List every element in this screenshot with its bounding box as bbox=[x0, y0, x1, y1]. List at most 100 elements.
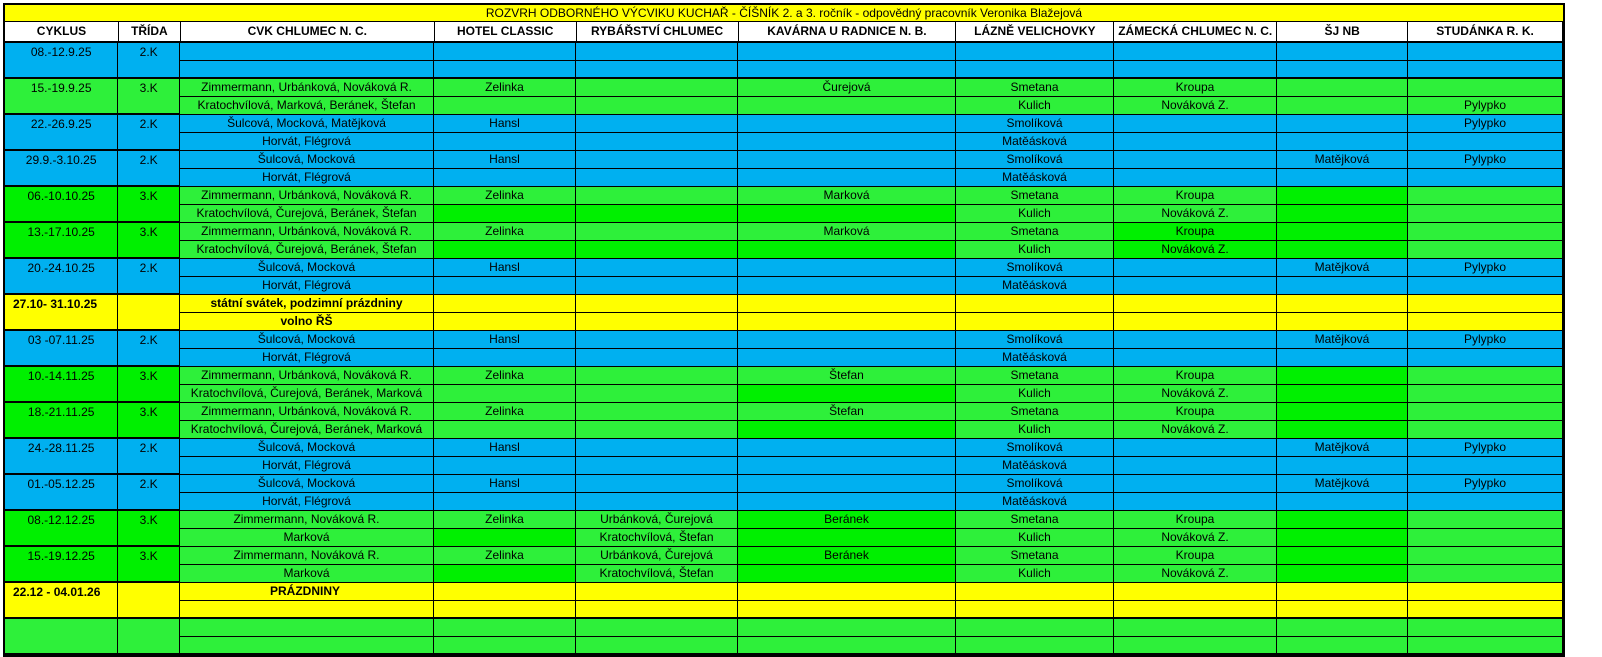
cyklus-cell[interactable]: 03 -07.11.25 bbox=[5, 331, 119, 365]
cell-stud-nka-r-k-[interactable] bbox=[1408, 583, 1563, 600]
cell-cvk-chlumec-n-c-[interactable]: Šulcová, Mocková, Matějková bbox=[180, 115, 434, 132]
cell-kav-rna-u-radnice-n-b-[interactable] bbox=[738, 349, 956, 366]
cell-z-meck-chlumec-n-c-[interactable]: Kroupa bbox=[1114, 223, 1277, 240]
cell-cvk-chlumec-n-c-[interactable]: volno ŘŠ bbox=[180, 313, 434, 330]
cell--j-nb[interactable]: Matějková bbox=[1277, 475, 1408, 492]
cell-hotel-classic[interactable]: Hansl bbox=[434, 115, 576, 132]
cell--j-nb[interactable] bbox=[1277, 636, 1408, 653]
cell-stud-nka-r-k-[interactable] bbox=[1408, 511, 1563, 528]
cell-kav-rna-u-radnice-n-b-[interactable] bbox=[738, 601, 956, 617]
cell-hotel-classic[interactable] bbox=[434, 493, 576, 510]
cell-stud-nka-r-k-[interactable] bbox=[1408, 493, 1563, 510]
cell-ryb-stv-chlumec[interactable] bbox=[576, 385, 738, 402]
cell-hotel-classic[interactable] bbox=[434, 133, 576, 150]
cell-l-zn-velichovky[interactable]: Smolíková bbox=[956, 259, 1114, 276]
cell-ryb-stv-chlumec[interactable] bbox=[576, 97, 738, 114]
cell-kav-rna-u-radnice-n-b-[interactable] bbox=[738, 439, 956, 456]
cell-z-meck-chlumec-n-c-[interactable] bbox=[1114, 313, 1277, 330]
cell-hotel-classic[interactable] bbox=[434, 349, 576, 366]
cell-cvk-chlumec-n-c-[interactable]: Kratochvílová, Marková, Beránek, Štefan bbox=[180, 97, 434, 114]
cell-stud-nka-r-k-[interactable] bbox=[1408, 313, 1563, 330]
cell-l-zn-velichovky[interactable]: Smolíková bbox=[956, 151, 1114, 168]
column-header[interactable]: LÁZNĚ VELICHOVKY bbox=[956, 22, 1115, 41]
cell-l-zn-velichovky[interactable]: Matěásková bbox=[956, 277, 1114, 294]
cell-z-meck-chlumec-n-c-[interactable] bbox=[1114, 43, 1277, 60]
cell--j-nb[interactable] bbox=[1277, 97, 1408, 114]
cell-cvk-chlumec-n-c-[interactable]: Zimmermann, Urbánková, Nováková R. bbox=[180, 187, 434, 204]
cell--j-nb[interactable] bbox=[1277, 385, 1408, 402]
cell-kav-rna-u-radnice-n-b-[interactable] bbox=[738, 583, 956, 600]
cell-cvk-chlumec-n-c-[interactable]: Horvát, Flégrová bbox=[180, 133, 434, 150]
cell-ryb-stv-chlumec[interactable] bbox=[576, 79, 738, 96]
cell-hotel-classic[interactable] bbox=[434, 241, 576, 258]
cell-cvk-chlumec-n-c-[interactable]: Horvát, Flégrová bbox=[180, 277, 434, 294]
cell-cvk-chlumec-n-c-[interactable]: Šulcová, Mocková bbox=[180, 259, 434, 276]
cell--j-nb[interactable] bbox=[1277, 277, 1408, 294]
cell--j-nb[interactable]: Matějková bbox=[1277, 259, 1408, 276]
cell-hotel-classic[interactable]: Zelinka bbox=[434, 367, 576, 384]
cell-hotel-classic[interactable]: Hansl bbox=[434, 439, 576, 456]
cell-l-zn-velichovky[interactable] bbox=[956, 636, 1114, 653]
cell-l-zn-velichovky[interactable]: Smolíková bbox=[956, 439, 1114, 456]
cell-kav-rna-u-radnice-n-b-[interactable] bbox=[738, 475, 956, 492]
cell-ryb-stv-chlumec[interactable] bbox=[576, 313, 738, 330]
cell-l-zn-velichovky[interactable]: Matěásková bbox=[956, 133, 1114, 150]
cell-z-meck-chlumec-n-c-[interactable]: Kroupa bbox=[1114, 79, 1277, 96]
cell-z-meck-chlumec-n-c-[interactable]: Kroupa bbox=[1114, 187, 1277, 204]
cell-z-meck-chlumec-n-c-[interactable]: Kroupa bbox=[1114, 367, 1277, 384]
cell-z-meck-chlumec-n-c-[interactable] bbox=[1114, 295, 1277, 312]
cell-kav-rna-u-radnice-n-b-[interactable]: Beránek bbox=[738, 547, 956, 564]
cell-ryb-stv-chlumec[interactable] bbox=[576, 295, 738, 312]
cell-z-meck-chlumec-n-c-[interactable] bbox=[1114, 349, 1277, 366]
cell--j-nb[interactable] bbox=[1277, 511, 1408, 528]
cyklus-cell[interactable]: 06.-10.10.25 bbox=[5, 187, 119, 221]
cell-stud-nka-r-k-[interactable] bbox=[1408, 295, 1563, 312]
cell-kav-rna-u-radnice-n-b-[interactable] bbox=[738, 43, 956, 60]
trida-cell[interactable]: 2.K bbox=[118, 151, 180, 185]
cell--j-nb[interactable] bbox=[1277, 349, 1408, 366]
cell-ryb-stv-chlumec[interactable] bbox=[576, 151, 738, 168]
cell-cvk-chlumec-n-c-[interactable]: Zimmermann, Urbánková, Nováková R. bbox=[180, 367, 434, 384]
cell-hotel-classic[interactable] bbox=[434, 97, 576, 114]
cell-hotel-classic[interactable] bbox=[434, 583, 576, 600]
cell-kav-rna-u-radnice-n-b-[interactable] bbox=[738, 565, 956, 582]
cell-z-meck-chlumec-n-c-[interactable] bbox=[1114, 115, 1277, 132]
cell-hotel-classic[interactable] bbox=[434, 619, 576, 636]
cell-cvk-chlumec-n-c-[interactable] bbox=[180, 43, 434, 60]
cell-cvk-chlumec-n-c-[interactable]: Zimmermann, Urbánková, Nováková R. bbox=[180, 79, 434, 96]
cell-stud-nka-r-k-[interactable]: Pylypko bbox=[1408, 151, 1563, 168]
trida-cell[interactable]: 3.K bbox=[118, 403, 180, 437]
column-header[interactable]: ŠJ NB bbox=[1277, 22, 1409, 41]
cell--j-nb[interactable] bbox=[1277, 601, 1408, 617]
cell--j-nb[interactable] bbox=[1277, 133, 1408, 150]
cyklus-cell[interactable]: 29.9.-3.10.25 bbox=[5, 151, 119, 185]
cell-z-meck-chlumec-n-c-[interactable]: Nováková Z. bbox=[1114, 97, 1277, 114]
cell-cvk-chlumec-n-c-[interactable]: Kratochvílová, Čurejová, Beránek, Štefan bbox=[180, 205, 434, 222]
cyklus-cell[interactable]: 08.-12.12.25 bbox=[5, 511, 119, 545]
trida-cell[interactable]: 2.K bbox=[118, 115, 180, 149]
cell-z-meck-chlumec-n-c-[interactable] bbox=[1114, 583, 1277, 600]
cell-hotel-classic[interactable] bbox=[434, 313, 576, 330]
cell-stud-nka-r-k-[interactable] bbox=[1408, 223, 1563, 240]
cell-cvk-chlumec-n-c-[interactable]: Horvát, Flégrová bbox=[180, 349, 434, 366]
cell--j-nb[interactable] bbox=[1277, 79, 1408, 96]
cell--j-nb[interactable] bbox=[1277, 169, 1408, 186]
cell-z-meck-chlumec-n-c-[interactable]: Nováková Z. bbox=[1114, 529, 1277, 546]
cell--j-nb[interactable] bbox=[1277, 457, 1408, 474]
cell-cvk-chlumec-n-c-[interactable]: Kratochvílová, Čurejová, Beránek, Markov… bbox=[180, 421, 434, 438]
cell-l-zn-velichovky[interactable] bbox=[956, 583, 1114, 600]
column-header[interactable]: STUDÁNKA R. K. bbox=[1408, 22, 1563, 41]
cell-l-zn-velichovky[interactable] bbox=[956, 295, 1114, 312]
cell-ryb-stv-chlumec[interactable] bbox=[576, 223, 738, 240]
column-header[interactable]: RYBÁŘSTVÍ CHLUMEC bbox=[577, 22, 739, 41]
cell-stud-nka-r-k-[interactable] bbox=[1408, 133, 1563, 150]
cell-l-zn-velichovky[interactable]: Smetana bbox=[956, 367, 1114, 384]
cell-cvk-chlumec-n-c-[interactable]: Horvát, Flégrová bbox=[180, 493, 434, 510]
cell-kav-rna-u-radnice-n-b-[interactable] bbox=[738, 493, 956, 510]
cell-z-meck-chlumec-n-c-[interactable] bbox=[1114, 259, 1277, 276]
cell-stud-nka-r-k-[interactable]: Pylypko bbox=[1408, 331, 1563, 348]
cell-kav-rna-u-radnice-n-b-[interactable] bbox=[738, 295, 956, 312]
cell-l-zn-velichovky[interactable]: Smetana bbox=[956, 403, 1114, 420]
cell-ryb-stv-chlumec[interactable] bbox=[576, 583, 738, 600]
cell-kav-rna-u-radnice-n-b-[interactable] bbox=[738, 259, 956, 276]
